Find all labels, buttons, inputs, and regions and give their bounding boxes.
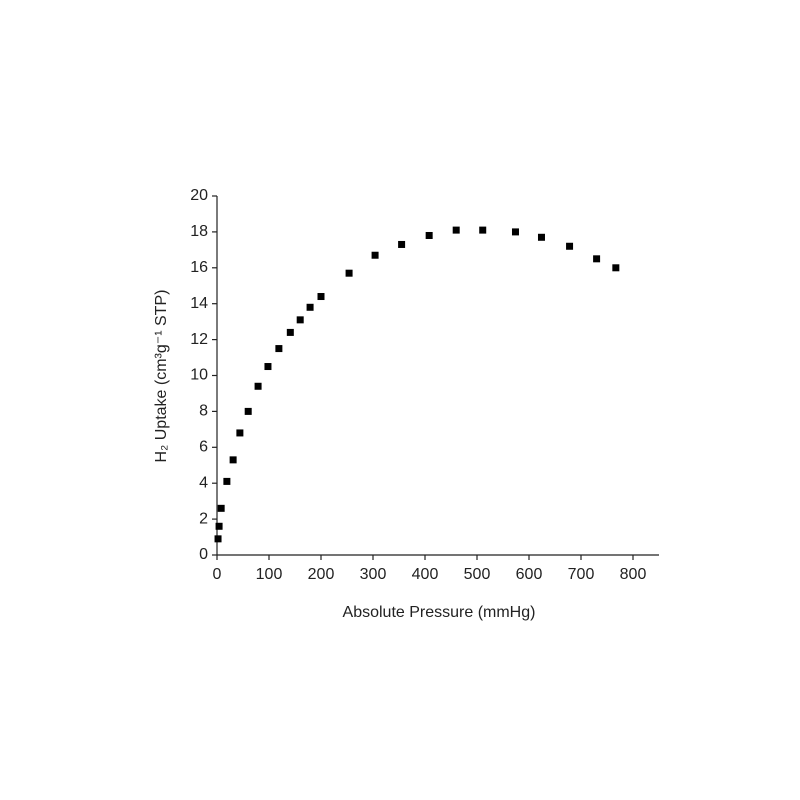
x-tick-label: 800	[620, 566, 647, 583]
data-point	[306, 303, 314, 311]
x-tick-label: 300	[360, 566, 387, 583]
data-point	[398, 240, 406, 248]
data-point	[345, 269, 353, 277]
y-tick-label: 20	[190, 187, 208, 204]
data-point	[229, 456, 237, 464]
y-tick-label: 18	[190, 223, 208, 240]
x-tick-label: 200	[308, 566, 335, 583]
data-point	[593, 255, 601, 263]
x-tick-label: 100	[256, 566, 283, 583]
data-point	[286, 328, 294, 336]
data-point	[214, 535, 222, 543]
y-tick-label: 14	[190, 295, 208, 312]
data-point	[254, 382, 262, 390]
data-point	[223, 477, 231, 485]
data-point	[244, 407, 252, 415]
data-point	[479, 226, 487, 234]
y-axis-label: H₂ Uptake (cm³g⁻¹ STP)	[153, 290, 170, 463]
data-point	[612, 264, 620, 272]
y-tick-label: 0	[199, 546, 208, 563]
data-point	[275, 345, 283, 353]
data-point	[425, 231, 433, 239]
data-point	[566, 242, 574, 250]
data-point	[217, 504, 225, 512]
y-tick-label: 8	[199, 403, 208, 420]
x-tick-label: 500	[464, 566, 491, 583]
data-point	[537, 233, 545, 241]
data-point	[511, 228, 519, 236]
y-tick-label: 10	[190, 367, 208, 384]
data-point	[296, 316, 304, 324]
x-tick-label: 0	[213, 566, 222, 583]
y-tick-label: 4	[199, 474, 208, 491]
data-point	[215, 522, 223, 530]
y-tick-label: 16	[190, 259, 208, 276]
data-point	[452, 226, 460, 234]
y-tick-label: 2	[199, 510, 208, 527]
data-point	[317, 293, 325, 301]
x-tick-label: 400	[412, 566, 439, 583]
y-tick-label: 6	[199, 439, 208, 456]
x-tick-label: 700	[568, 566, 595, 583]
data-point	[236, 429, 244, 437]
x-tick-label: 600	[516, 566, 543, 583]
data-point	[371, 251, 379, 259]
y-tick-label: 12	[190, 331, 208, 348]
data-point	[264, 363, 272, 371]
x-axis-label: Absolute Pressure (mmHg)	[343, 604, 536, 621]
